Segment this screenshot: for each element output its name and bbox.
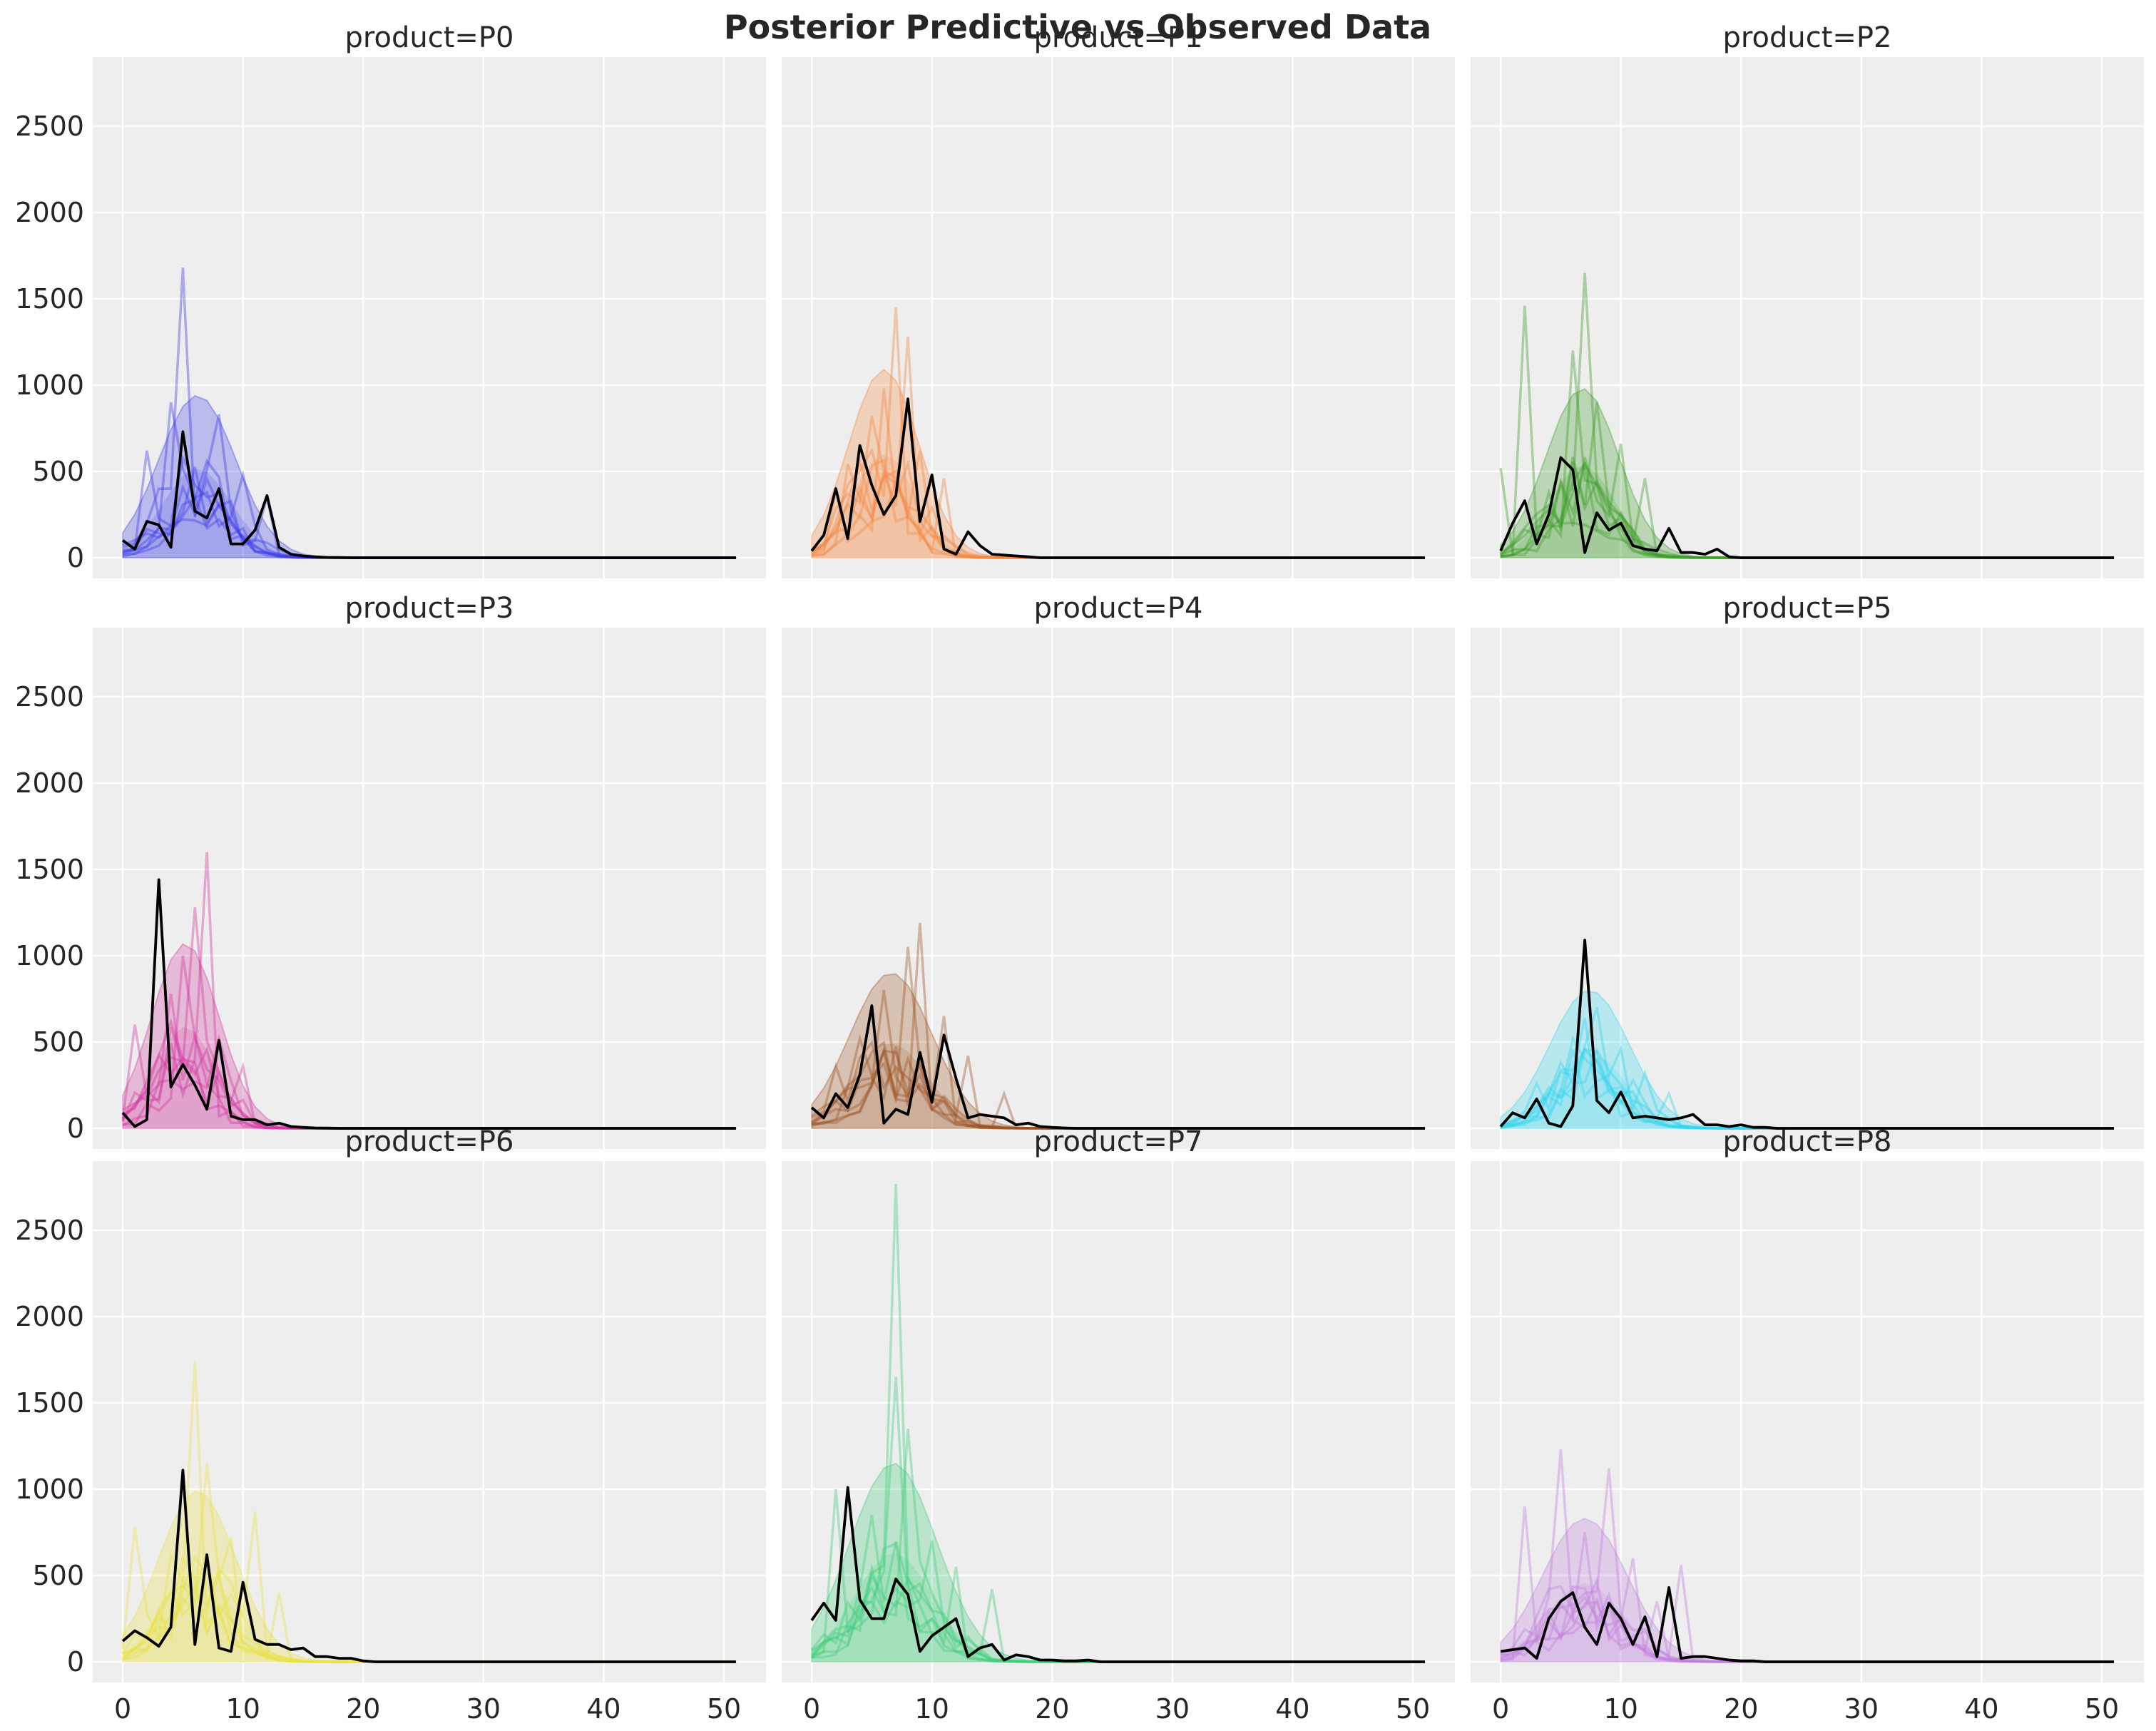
x-tick-label: 10 [1604, 1693, 1638, 1725]
y-tick-label: 2000 [15, 767, 84, 799]
y-tick-label: 500 [32, 1560, 84, 1591]
panel-background [782, 628, 1455, 1149]
y-tick-label: 0 [67, 1113, 84, 1144]
x-tick-label: 20 [1724, 1693, 1758, 1725]
panel-title: product=P6 [345, 1125, 514, 1158]
panel-background [1471, 628, 2144, 1149]
x-tick-label: 10 [915, 1693, 949, 1725]
y-tick-label: 0 [67, 542, 84, 573]
y-tick-label: 2000 [15, 197, 84, 228]
observed-line [1500, 1586, 2114, 1663]
x-tick-label: 20 [346, 1693, 380, 1725]
y-tick-label: 500 [32, 456, 84, 487]
panel-title: product=P4 [1034, 592, 1203, 625]
y-tick-label: 1000 [15, 940, 84, 971]
panel-p2: product=P2 [1471, 21, 2144, 578]
panel-title: product=P8 [1723, 1125, 1892, 1158]
figure-title: Posterior Predictive vs Observed Data [724, 8, 1431, 46]
hdi-band-inner [812, 1553, 1425, 1662]
y-tick-label: 2500 [15, 111, 84, 142]
x-tick-label: 0 [1492, 1693, 1509, 1725]
observed-line [810, 397, 1425, 559]
y-tick-label: 500 [32, 1026, 84, 1058]
panel-background [93, 57, 766, 578]
panel-title: product=P3 [345, 592, 514, 625]
panel-p1: product=P1 [782, 21, 1455, 578]
x-tick-label: 40 [586, 1693, 620, 1725]
x-tick-label: 50 [1396, 1693, 1430, 1725]
panel-background [1471, 1161, 2144, 1683]
y-tick-label: 1500 [15, 283, 84, 315]
panel-title: product=P5 [1723, 592, 1892, 625]
x-tick-label: 10 [226, 1693, 260, 1725]
panel-p3: product=P3 0 500 1000 1500 2000 2500 [15, 592, 766, 1149]
panel-background [1471, 57, 2144, 578]
panel-title: product=P1 [1034, 21, 1203, 54]
y-tick-label: 1500 [15, 1387, 84, 1419]
x-tick-label: 40 [1275, 1693, 1309, 1725]
panel-p4: product=P4 [782, 592, 1455, 1149]
panel-background [782, 1161, 1455, 1683]
observed-line [1499, 939, 2114, 1130]
panel-p0: product=P0 0 500 1000 1500 2000 2500 [15, 21, 766, 578]
hdi-band-inner [123, 1027, 736, 1128]
x-tick-label: 0 [114, 1693, 131, 1725]
hdi-band-inner [123, 469, 736, 558]
panel-background [782, 57, 1455, 578]
panel-background [93, 1161, 766, 1683]
panel-p8: product=P801020304050T [1471, 1125, 2144, 1731]
x-tick-label: 30 [466, 1693, 501, 1725]
hdi-band-inner [1501, 1053, 2114, 1128]
x-tick-label: 50 [707, 1693, 741, 1725]
panel-title: product=P0 [345, 21, 514, 54]
panel-grid: product=P005001000150020002500product=P1… [15, 21, 2144, 1731]
y-tick-label: 1500 [15, 854, 84, 885]
x-tick-label: 30 [1155, 1693, 1190, 1725]
x-tick-label: 30 [1844, 1693, 1879, 1725]
observed-line [1499, 456, 2114, 559]
observed-line [121, 1469, 736, 1663]
panel-p6: product=P6 0 500 1000 1500 2000 2500 0 10 20 30 40 5… [15, 1125, 766, 1731]
x-tick-label: 20 [1035, 1693, 1069, 1725]
y-tick-label: 2000 [15, 1301, 84, 1332]
x-tick-label: 50 [2085, 1693, 2119, 1725]
y-tick-label: 2500 [15, 1215, 84, 1246]
hdi-band-inner [123, 1568, 736, 1662]
observed-line [121, 430, 736, 559]
observed-line [810, 1004, 1425, 1130]
y-tick-label: 1000 [15, 369, 84, 401]
y-tick-label: 1000 [15, 1474, 84, 1505]
panel-background [93, 628, 766, 1149]
y-tick-label: 2500 [15, 681, 84, 713]
panel-p5: product=P5 [1471, 592, 2144, 1149]
panel-title: product=P7 [1034, 1125, 1203, 1158]
observed-line [121, 878, 736, 1130]
x-tick-label: 0 [803, 1693, 820, 1725]
panel-p7: product=P701020304050T [782, 1125, 1455, 1731]
panel-title: product=P2 [1723, 21, 1892, 54]
hdi-band-inner [812, 454, 1425, 558]
hdi-band-inner [1501, 464, 2114, 558]
y-tick-label: 0 [67, 1646, 84, 1678]
observed-line [810, 1486, 1425, 1663]
x-tick-label: 40 [1964, 1693, 1998, 1725]
